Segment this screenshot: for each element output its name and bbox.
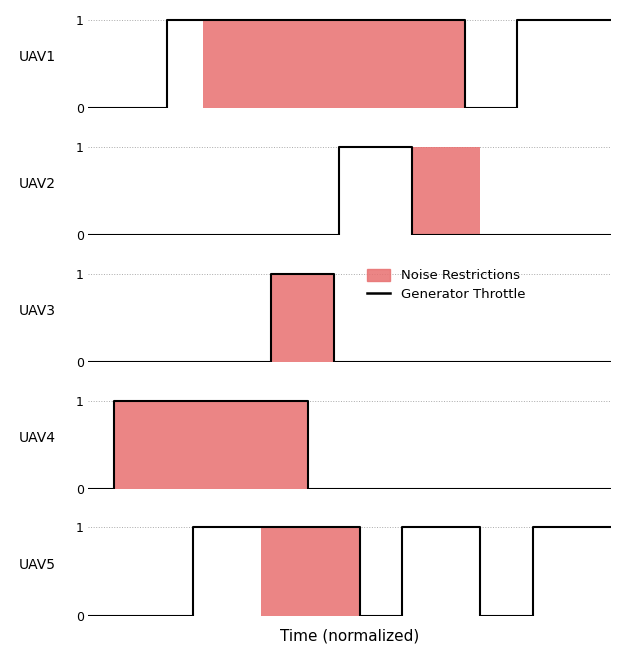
Y-axis label: UAV5: UAV5 xyxy=(19,558,55,572)
Legend: Noise Restrictions, Generator Throttle: Noise Restrictions, Generator Throttle xyxy=(367,269,525,301)
Bar xyxy=(271,273,334,362)
Y-axis label: UAV4: UAV4 xyxy=(19,431,55,445)
Bar xyxy=(261,528,360,616)
X-axis label: Time (normalized): Time (normalized) xyxy=(280,629,420,644)
Bar xyxy=(413,147,480,235)
Y-axis label: UAV3: UAV3 xyxy=(19,304,55,318)
Y-axis label: UAV2: UAV2 xyxy=(19,177,55,191)
Bar xyxy=(115,401,308,489)
Y-axis label: UAV1: UAV1 xyxy=(18,50,55,64)
Bar xyxy=(203,20,465,108)
